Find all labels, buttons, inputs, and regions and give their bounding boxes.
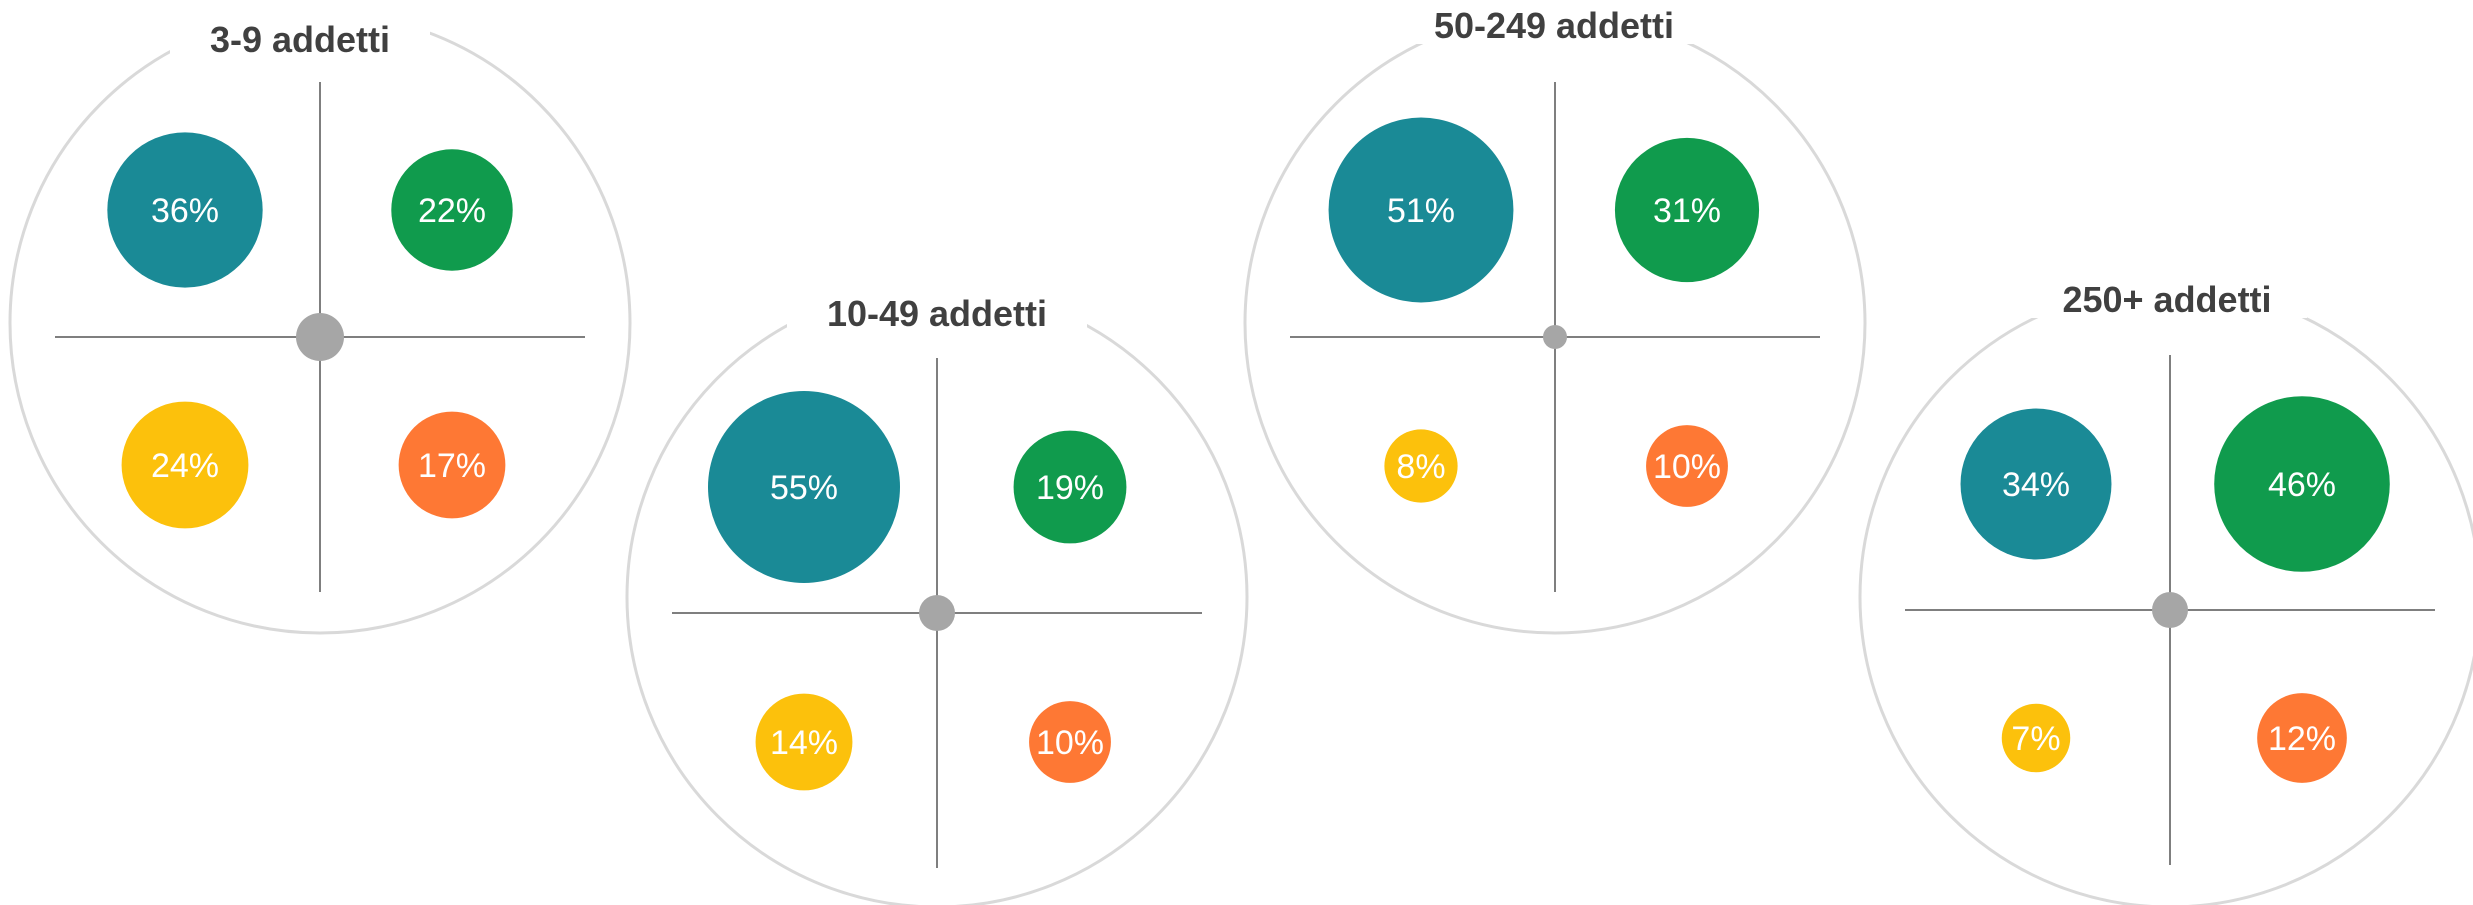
bubble-top-left bbox=[1328, 117, 1514, 303]
bubble-bottom-right bbox=[2257, 693, 2347, 783]
center-dot bbox=[1543, 325, 1567, 349]
bubble-label-top-right: 22% bbox=[418, 192, 486, 230]
bubble-label-top-left: 36% bbox=[151, 192, 219, 230]
title-background bbox=[787, 282, 1087, 332]
bubble-top-left bbox=[107, 132, 263, 288]
bubble-top-left bbox=[1960, 408, 2112, 560]
bubble-label-bottom-right: 10% bbox=[1036, 724, 1104, 762]
bubble-bottom-right bbox=[1646, 425, 1728, 507]
bubble-bottom-left bbox=[121, 401, 249, 529]
bubble-label-top-right: 31% bbox=[1653, 192, 1721, 230]
panel-2: 10-49 addetti 55% 19% 14% 10% bbox=[625, 282, 1249, 905]
bubble-bottom-right bbox=[1029, 701, 1111, 783]
bubble-label-top-right: 19% bbox=[1036, 469, 1104, 507]
bubble-label-top-left: 51% bbox=[1387, 192, 1455, 230]
bubble-label-top-left: 55% bbox=[770, 469, 838, 507]
bubble-label-bottom-left: 8% bbox=[1396, 448, 1445, 486]
bubble-top-right bbox=[2214, 396, 2390, 572]
bubble-label-bottom-right: 17% bbox=[418, 447, 486, 485]
bubble-top-right bbox=[1614, 137, 1760, 283]
center-dot bbox=[296, 313, 344, 361]
bubble-bottom-left bbox=[1384, 429, 1458, 503]
title-background bbox=[1394, 0, 1714, 44]
bubble-bottom-right bbox=[398, 411, 506, 519]
title-background bbox=[170, 8, 430, 58]
bubble-top-right bbox=[1013, 430, 1127, 544]
bubble-label-bottom-left: 24% bbox=[151, 447, 219, 485]
panel-4: 250+ addetti 34% 46% 7% 12% bbox=[1858, 268, 2473, 905]
bubble-label-top-right: 46% bbox=[2268, 466, 2336, 504]
bubble-label-bottom-left: 7% bbox=[2011, 720, 2060, 758]
panel-title: 50-249 addetti bbox=[1434, 5, 1674, 46]
bubble-top-right bbox=[391, 149, 513, 271]
panel-title: 10-49 addetti bbox=[827, 293, 1047, 334]
center-dot bbox=[2152, 592, 2188, 628]
panel-title: 250+ addetti bbox=[2062, 279, 2271, 320]
bubble-label-bottom-right: 12% bbox=[2268, 720, 2336, 758]
bubble-bottom-left bbox=[2001, 703, 2071, 773]
center-dot bbox=[919, 595, 955, 631]
panel-1: 3-9 addetti 36% 22% 24% 17% bbox=[8, 8, 632, 635]
bubble-label-top-left: 34% bbox=[2002, 466, 2070, 504]
panel-3: 50-249 addetti 51% 31% 8% 10% bbox=[1243, 0, 1867, 635]
bubble-label-bottom-right: 10% bbox=[1653, 448, 1721, 486]
panel-title: 3-9 addetti bbox=[210, 19, 390, 60]
bubble-top-left bbox=[708, 391, 900, 583]
title-background bbox=[2027, 268, 2307, 318]
bubble-label-bottom-left: 14% bbox=[770, 724, 838, 762]
bubble-bottom-left bbox=[755, 693, 853, 791]
